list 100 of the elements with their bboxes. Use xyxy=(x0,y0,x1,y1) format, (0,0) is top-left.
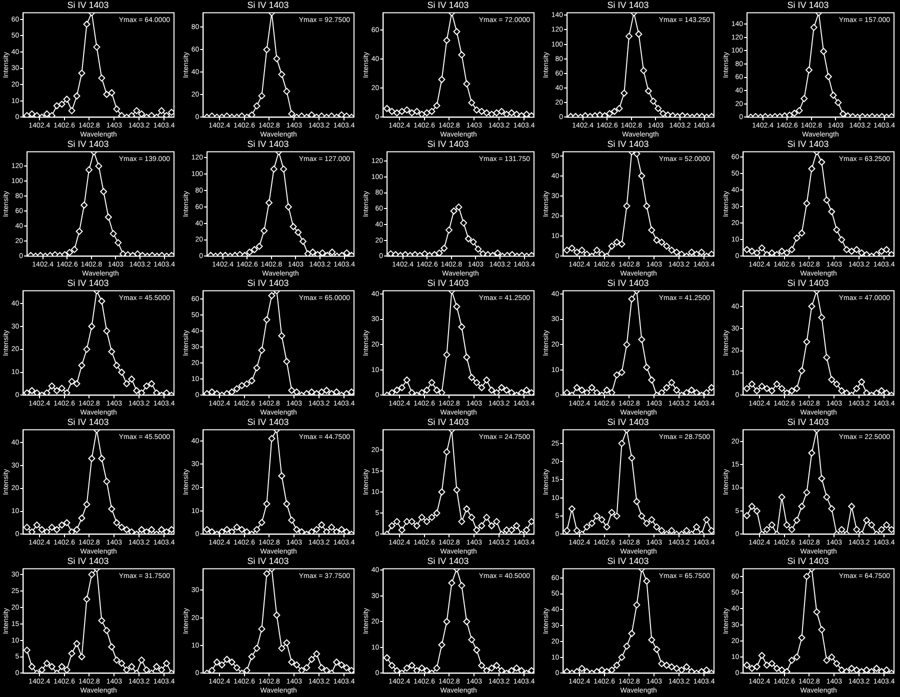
point xyxy=(598,250,606,256)
point xyxy=(98,617,106,624)
point xyxy=(673,248,680,256)
chart-title: Si IV 1403 xyxy=(787,278,829,288)
point xyxy=(328,524,336,531)
point xyxy=(423,386,430,394)
point xyxy=(53,387,60,394)
point xyxy=(438,488,446,496)
point xyxy=(763,251,770,256)
point xyxy=(633,152,640,158)
point xyxy=(635,30,642,38)
point xyxy=(118,660,126,667)
point xyxy=(853,246,860,254)
point xyxy=(23,524,30,531)
point xyxy=(873,251,880,256)
point xyxy=(648,226,656,234)
point xyxy=(123,380,130,388)
point xyxy=(528,667,534,674)
point xyxy=(824,73,832,80)
point xyxy=(648,516,656,524)
point xyxy=(58,384,66,392)
point xyxy=(773,251,780,256)
point xyxy=(288,110,296,118)
point xyxy=(104,214,112,221)
point xyxy=(478,522,486,530)
point xyxy=(830,92,837,99)
point xyxy=(453,28,460,36)
point xyxy=(638,336,646,344)
point xyxy=(28,387,36,394)
point xyxy=(458,323,466,330)
point xyxy=(78,70,86,77)
point xyxy=(348,252,354,256)
point xyxy=(93,44,100,51)
point xyxy=(163,389,170,396)
point xyxy=(314,251,322,256)
point xyxy=(43,389,50,396)
point xyxy=(138,389,146,396)
point xyxy=(418,389,426,396)
point xyxy=(309,248,316,256)
point xyxy=(610,108,618,115)
point xyxy=(283,88,290,95)
point xyxy=(450,208,458,215)
point xyxy=(388,662,396,669)
point xyxy=(403,518,410,526)
point xyxy=(778,248,786,255)
point xyxy=(208,388,216,396)
point xyxy=(278,70,286,78)
point xyxy=(78,362,86,369)
point xyxy=(168,108,174,116)
point xyxy=(848,502,856,510)
point xyxy=(284,203,292,210)
point xyxy=(828,505,836,512)
point xyxy=(473,526,480,534)
point xyxy=(443,351,450,358)
point xyxy=(428,379,436,386)
point xyxy=(478,108,486,115)
point xyxy=(433,102,440,110)
point xyxy=(203,390,210,396)
point xyxy=(523,526,530,534)
point xyxy=(783,249,790,256)
point xyxy=(328,390,336,396)
point xyxy=(763,385,770,392)
point xyxy=(213,390,220,396)
point xyxy=(488,522,496,530)
point xyxy=(38,666,46,674)
point xyxy=(683,527,690,534)
point xyxy=(68,378,76,385)
point xyxy=(393,518,400,526)
point xyxy=(123,666,130,674)
point xyxy=(848,664,856,672)
point xyxy=(253,102,260,110)
point xyxy=(823,494,830,501)
point xyxy=(743,662,750,669)
point xyxy=(243,380,250,388)
point xyxy=(603,386,610,394)
point xyxy=(73,640,80,648)
point xyxy=(433,664,440,672)
point xyxy=(508,109,516,116)
point xyxy=(828,208,836,216)
point xyxy=(798,634,806,642)
point xyxy=(80,202,88,209)
point xyxy=(333,528,340,534)
point xyxy=(408,389,416,396)
point xyxy=(883,666,890,674)
point xyxy=(628,630,636,638)
point xyxy=(433,386,440,394)
point xyxy=(128,376,136,383)
point xyxy=(398,384,406,392)
point xyxy=(438,76,446,83)
point xyxy=(840,110,847,118)
point xyxy=(323,386,330,394)
point xyxy=(158,107,166,114)
point xyxy=(790,110,798,117)
point xyxy=(583,389,590,396)
point xyxy=(290,223,297,230)
point xyxy=(463,354,470,361)
point xyxy=(98,298,106,305)
point xyxy=(423,518,430,526)
point xyxy=(528,518,534,526)
point xyxy=(403,106,410,114)
